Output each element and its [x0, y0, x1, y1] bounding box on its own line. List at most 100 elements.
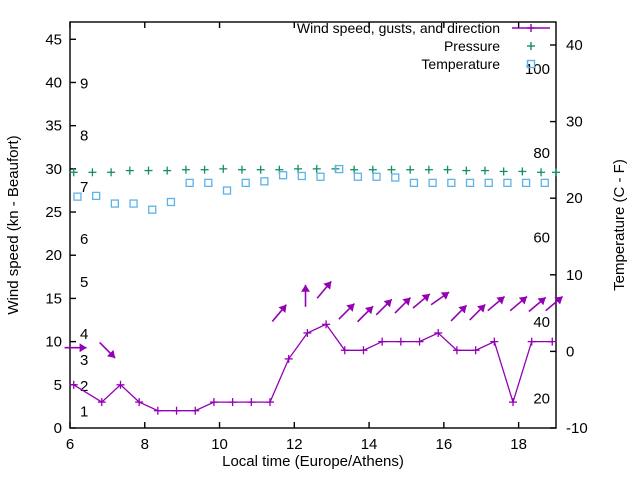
temperature-point: [372, 172, 381, 181]
wind-arrow-head: [440, 292, 450, 300]
wind-arrow-head: [402, 297, 411, 306]
beaufort-label: 3: [80, 352, 88, 369]
beaufort-label: 6: [80, 231, 88, 248]
wind-arrow-head: [477, 304, 486, 313]
temperature-point: [540, 178, 549, 188]
y-tick-label: 35: [45, 118, 62, 135]
temperature-point: [447, 178, 456, 188]
fahrenheit-label: 80: [533, 145, 550, 162]
y-tick-label: 45: [45, 31, 62, 48]
temperature-point: [503, 178, 512, 188]
temperature-point: [110, 199, 120, 208]
x-tick-label: 6: [66, 436, 74, 453]
legend-label: Temperature: [421, 56, 500, 72]
temperature-point: [335, 164, 344, 174]
temperature-point: [185, 178, 194, 188]
wind-arrow-head: [79, 343, 87, 353]
x-tick-label: 16: [436, 436, 453, 453]
temperature-point: [409, 178, 419, 188]
y-tick-label: 30: [45, 161, 62, 178]
y2-tick-label: -10: [566, 420, 588, 437]
fahrenheit-label: 60: [533, 229, 550, 246]
y-tick-label: 20: [45, 247, 62, 264]
beaufort-label: 9: [80, 75, 88, 92]
y-tick-label: 40: [45, 74, 62, 91]
chart-legend: Wind speed, gusts, and direction Pressure…: [297, 20, 550, 72]
wind-arrow-head: [458, 305, 467, 314]
legend-label: Pressure: [444, 38, 500, 54]
temperature-point: [297, 171, 306, 181]
temperature-point: [391, 173, 400, 182]
temperature-point: [260, 177, 269, 186]
series-temperature: [73, 164, 549, 214]
y-tick-label: 0: [54, 420, 62, 437]
y2-tick-label: 0: [566, 343, 574, 360]
x-tick-label: 12: [286, 436, 303, 453]
plot-border: [69, 21, 557, 429]
temperature-point: [278, 171, 288, 180]
legend-sample-square: [526, 59, 536, 69]
y-tick-label: 15: [45, 290, 62, 307]
y-axis-title: Wind speed (kn - Beaufort): [5, 135, 22, 314]
y-tick-label: 5: [54, 377, 62, 394]
wind-arrow-head: [554, 296, 563, 305]
y-axis-ticks: 0 5 10 15 20 25 30 35 40 45: [45, 31, 76, 437]
wind-arrow-head: [301, 284, 310, 292]
temperature-point: [148, 205, 157, 214]
x-tick-label: 8: [141, 436, 149, 453]
x-tick-label: 14: [361, 436, 378, 453]
temperature-point: [129, 199, 138, 208]
wind-arrow-head: [421, 293, 430, 302]
x-tick-label: 18: [510, 436, 527, 453]
wind-arrow-head: [278, 304, 287, 313]
wind-arrow-head: [537, 297, 546, 306]
temperature-point: [428, 178, 437, 188]
y2-axis-ticks: -10 0 10 20 30 40: [550, 37, 588, 437]
x-axis-ticks: 6 8 10 12 14 16 18: [66, 22, 527, 453]
temperature-point: [316, 172, 325, 181]
y-tick-label: 10: [45, 334, 62, 351]
temperature-point: [204, 178, 213, 188]
wind-arrow-head: [518, 296, 527, 305]
y-tick-label: 25: [45, 204, 62, 221]
temperature-point: [353, 172, 363, 181]
temperature-point: [73, 192, 82, 201]
wind-arrow-head: [323, 281, 332, 290]
beaufort-scale-labels: 1 2 3 4 5 6 7 8 9: [80, 75, 88, 420]
temperature-point: [241, 178, 250, 188]
y2-axis-title: Temperature (C - F): [611, 159, 628, 291]
temperature-point: [92, 191, 101, 201]
wind-arrow-head: [346, 303, 355, 312]
temperature-point: [465, 178, 475, 188]
fahrenheit-scale-labels: 20 40 60 80 100: [525, 61, 550, 407]
y2-tick-label: 20: [566, 190, 583, 207]
y2-tick-label: 30: [566, 114, 583, 131]
fahrenheit-label: 100: [525, 61, 550, 78]
wind-direction-arrows: [64, 280, 564, 359]
beaufort-label: 2: [80, 378, 88, 395]
wind-arrow-head: [365, 306, 374, 315]
wind-arrow-head: [383, 299, 392, 308]
fahrenheit-label: 20: [533, 390, 550, 407]
beaufort-label: 1: [80, 404, 88, 421]
beaufort-label: 4: [80, 326, 88, 343]
beaufort-label: 8: [80, 127, 88, 144]
plot-frame: [69, 21, 557, 429]
x-axis-title: Local time (Europe/Athens): [222, 453, 404, 470]
temperature-point: [166, 197, 176, 207]
beaufort-label: 5: [80, 274, 88, 291]
y2-tick-label: 10: [566, 267, 583, 284]
temperature-point: [484, 178, 493, 188]
x-tick-label: 10: [211, 436, 228, 453]
temperature-point: [222, 186, 232, 195]
wind-arrow-head: [107, 349, 116, 358]
y2-tick-label: 40: [566, 37, 583, 54]
beaufort-label: 7: [80, 179, 88, 196]
wind-arrow-head: [496, 296, 505, 305]
fahrenheit-label: 40: [533, 314, 550, 331]
series-wind-speed: [69, 320, 557, 415]
legend-label: Wind speed, gusts, and direction: [297, 20, 500, 36]
